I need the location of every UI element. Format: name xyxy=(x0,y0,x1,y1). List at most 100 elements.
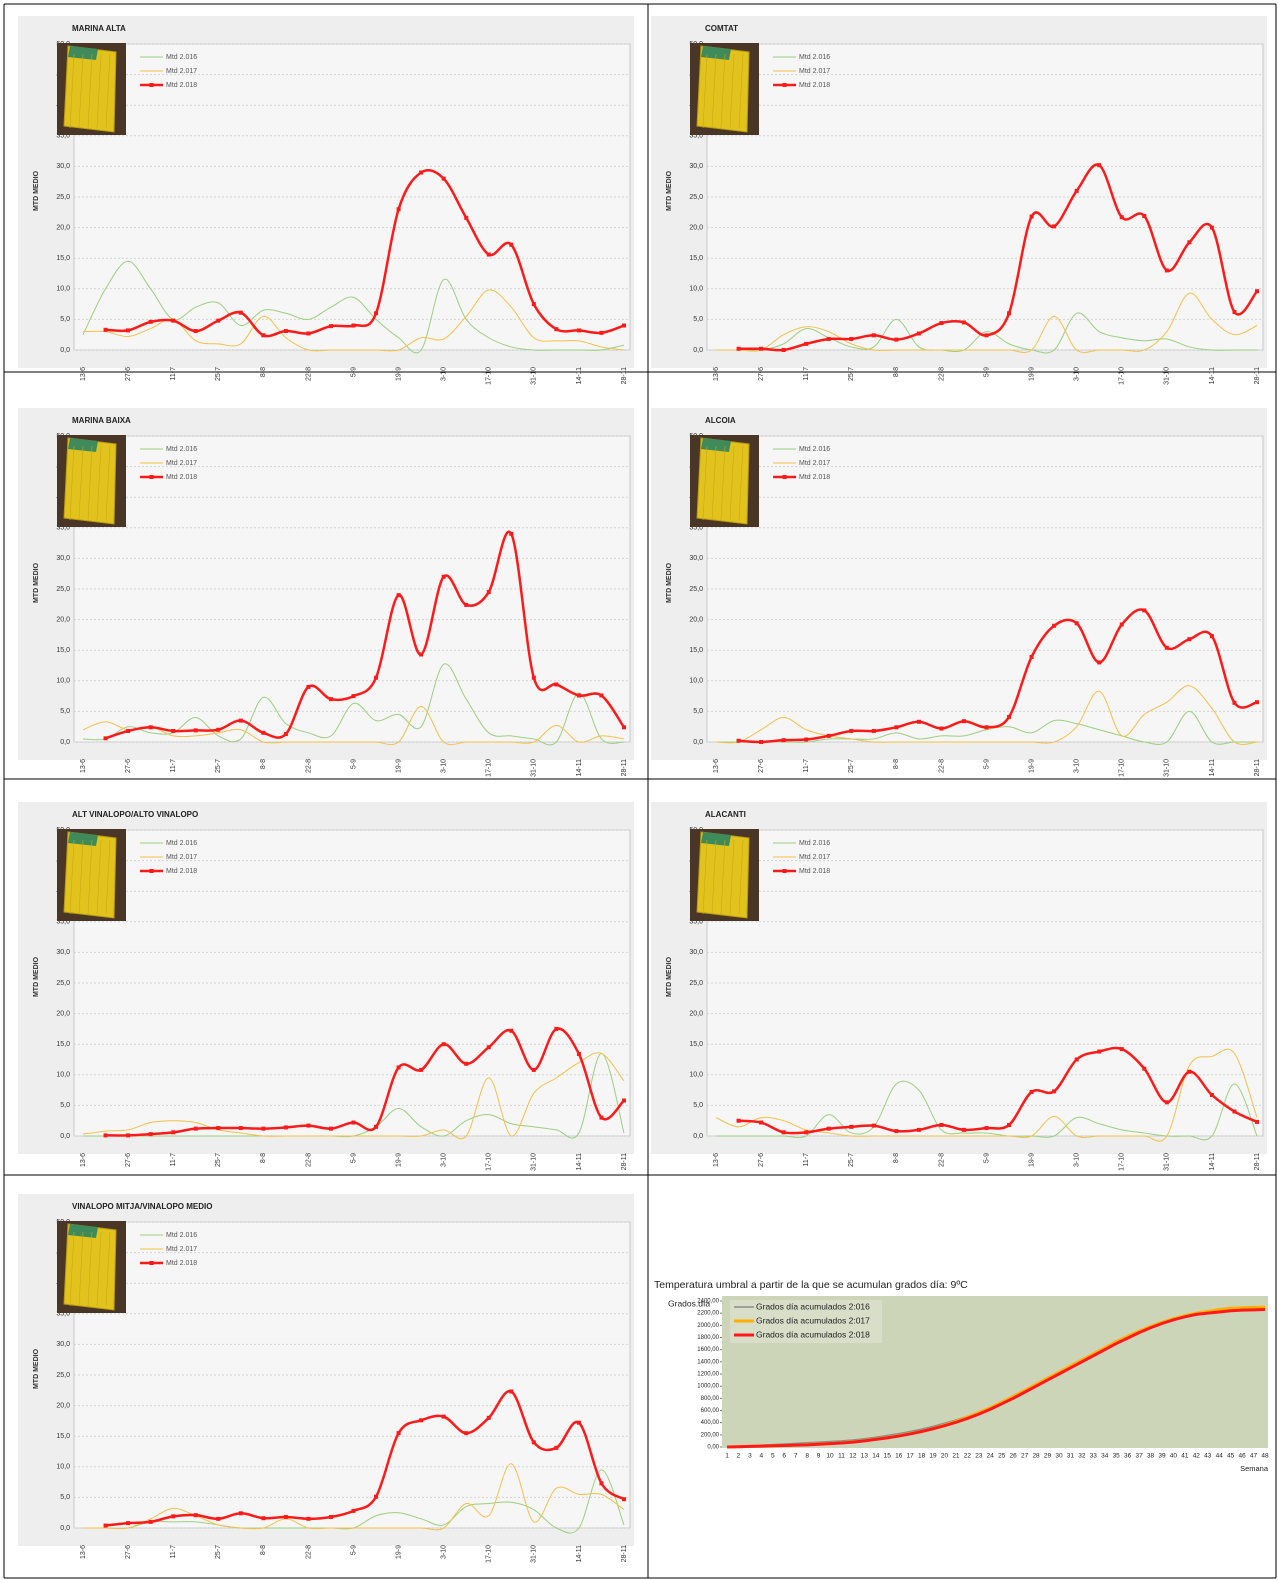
y-tick-label: 400,00 xyxy=(701,1420,720,1426)
point-marker xyxy=(984,1126,989,1131)
x-tick-label: 13 xyxy=(861,1453,869,1460)
point-marker xyxy=(351,694,356,699)
point-marker xyxy=(419,1067,424,1072)
y-tick-label: 2200,00 xyxy=(697,1311,719,1317)
y-tick-label: 1400,00 xyxy=(697,1359,719,1365)
y-tick-label: 15,0 xyxy=(56,1041,70,1048)
point-marker xyxy=(759,740,764,744)
point-marker xyxy=(441,1414,446,1419)
x-tick-label: 17-10 xyxy=(486,1153,493,1171)
point-marker xyxy=(599,1115,604,1120)
x-tick-label: 5-9 xyxy=(350,1153,357,1163)
trap-photo-grid xyxy=(738,53,744,129)
legend-marker xyxy=(149,475,154,479)
x-tick-label: 13-6 xyxy=(80,1153,87,1167)
point-marker xyxy=(193,728,198,733)
y-axis-label: MTD MEDIO xyxy=(33,562,40,603)
point-marker xyxy=(622,725,626,730)
x-tick-label: 27-6 xyxy=(758,367,765,381)
point-marker xyxy=(1097,660,1102,665)
x-tick-label: 32 xyxy=(1078,1453,1086,1460)
point-marker xyxy=(1074,188,1079,193)
y-tick-label: 5,0 xyxy=(60,708,70,715)
point-marker xyxy=(283,1125,288,1130)
legend-label: Mtd 2.016 xyxy=(166,1232,197,1239)
chart-title: MARINA ALTA xyxy=(72,24,126,33)
x-tick-label: 11-7 xyxy=(170,759,177,773)
point-marker xyxy=(328,324,333,329)
x-tick-label: 25-7 xyxy=(848,367,855,381)
point-marker xyxy=(781,738,786,743)
x-tick-label: 35 xyxy=(1113,1453,1121,1460)
legend-label: Mtd 2.016 xyxy=(166,54,197,61)
x-tick-label: 19-9 xyxy=(1028,367,1035,381)
point-marker xyxy=(894,1129,899,1134)
point-marker xyxy=(171,318,176,323)
y-tick-label: 20,0 xyxy=(689,1010,703,1017)
trap-photo-grid xyxy=(702,839,708,915)
point-marker xyxy=(419,652,424,657)
y-tick-label: 20,0 xyxy=(56,1010,70,1017)
y-tick-label: 10,0 xyxy=(689,286,703,293)
x-tick-label: 28 xyxy=(1032,1453,1040,1460)
point-marker xyxy=(148,1519,153,1524)
y-tick-label: 1000,00 xyxy=(697,1384,719,1390)
trap-photo-grid xyxy=(78,839,84,915)
point-marker xyxy=(261,333,266,338)
trap-photo-tag xyxy=(68,46,98,60)
point-marker xyxy=(939,321,944,326)
trap-photo-grid xyxy=(105,839,111,915)
trap-photo-grid xyxy=(87,839,93,915)
x-tick-label: 14 xyxy=(872,1453,880,1460)
point-marker xyxy=(781,1130,786,1135)
x-tick-label: 13-6 xyxy=(713,1153,720,1167)
series-line xyxy=(715,685,1258,745)
x-tick-label: 17-10 xyxy=(1119,367,1126,385)
table-border xyxy=(3,3,1277,1579)
point-marker xyxy=(1097,1049,1102,1054)
point-marker xyxy=(871,1123,876,1128)
point-marker xyxy=(736,738,741,743)
x-tick-label: 40 xyxy=(1170,1453,1178,1460)
point-marker xyxy=(283,1514,288,1519)
x-tick-label: 17-10 xyxy=(486,759,493,777)
trap-photo-grid xyxy=(738,445,744,521)
x-tick-label: 22-8 xyxy=(305,1153,312,1167)
chart-panel: 0,05,010,015,020,025,030,035,040,045,050… xyxy=(18,408,634,777)
legend-label: Mtd 2.016 xyxy=(799,54,830,61)
x-tick-label: 19-9 xyxy=(1028,1153,1035,1167)
x-tick-label: 19-9 xyxy=(395,759,402,773)
trap-photo-grid xyxy=(702,53,708,129)
legend-label: Mtd 2.016 xyxy=(166,446,197,453)
x-tick-label: 3-10 xyxy=(1074,1153,1081,1167)
point-marker xyxy=(238,310,243,315)
x-tick-label: 11-7 xyxy=(803,1153,810,1167)
point-marker xyxy=(1119,622,1124,627)
chart-panel: 0,05,010,015,020,025,030,035,040,045,050… xyxy=(651,16,1267,385)
point-marker xyxy=(599,1481,604,1486)
legend-marker xyxy=(782,83,787,87)
x-tick-label: 13-6 xyxy=(713,367,720,381)
point-marker xyxy=(1142,608,1147,613)
point-marker xyxy=(961,320,966,325)
trap-photo-grid xyxy=(729,839,735,915)
point-marker xyxy=(441,574,446,579)
y-tick-label: 15,0 xyxy=(56,647,70,654)
point-marker xyxy=(736,1118,741,1123)
trap-photo-grid xyxy=(711,53,717,129)
point-marker xyxy=(1209,634,1214,639)
point-marker xyxy=(781,348,786,352)
point-marker xyxy=(576,1420,581,1425)
y-tick-label: 30,0 xyxy=(56,1341,70,1348)
point-marker xyxy=(1232,1109,1237,1114)
point-marker xyxy=(374,1494,379,1499)
x-tick-label: 14-11 xyxy=(576,1153,583,1170)
x-tick-label: 5 xyxy=(771,1453,775,1460)
point-marker xyxy=(576,328,581,333)
trap-photo-grid xyxy=(87,53,93,129)
y-tick-label: 15,0 xyxy=(689,1041,703,1048)
x-tick-label: 2 xyxy=(737,1453,741,1460)
legend-label: Mtd 2.018 xyxy=(166,82,197,89)
x-tick-label: 31-10 xyxy=(531,367,538,385)
x-tick-label: 4 xyxy=(760,1453,764,1460)
